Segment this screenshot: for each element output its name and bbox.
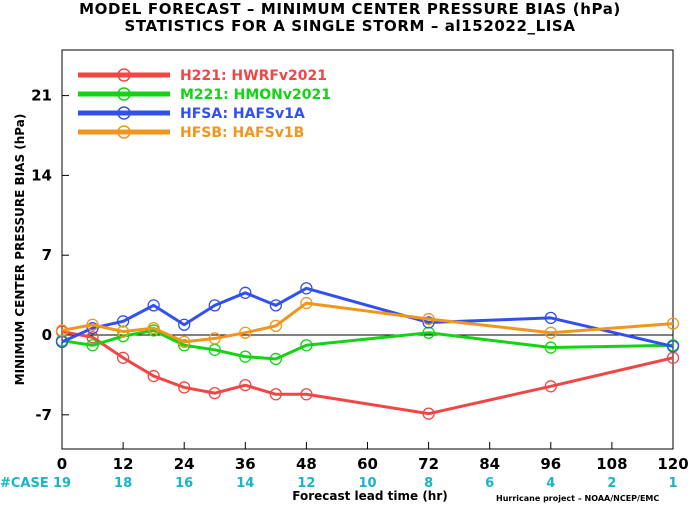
x-tick-label: 48: [296, 455, 317, 473]
series-group: [55, 282, 680, 420]
legend: H221: HWRFv2021 M221: HMONv2021 HFSA: HAFS…: [78, 68, 331, 141]
y-axis-label: MINIMUM CENTER PRESSURE BIAS (hPa): [13, 114, 27, 386]
legend-label-3: HFSB: HAFSv1B: [180, 125, 304, 141]
series-point-3: [300, 296, 313, 310]
case-count: 18: [114, 476, 132, 491]
legend-label-0: H221: HWRFv2021: [180, 68, 327, 84]
series-point-0: [147, 369, 160, 383]
x-tick-label: 60: [357, 455, 378, 473]
series-point-0: [116, 351, 130, 364]
series-point-3: [116, 325, 130, 338]
series-point-3: [55, 324, 69, 337]
case-count: 12: [297, 476, 315, 491]
series-point-0: [239, 379, 252, 392]
series-point-0: [208, 386, 221, 400]
series-point-2: [147, 299, 160, 312]
series-point-3: [86, 318, 99, 331]
series-point-0: [422, 407, 435, 420]
plot-border: [61, 49, 674, 450]
series-point-3: [269, 319, 283, 333]
case-count: 19: [53, 476, 71, 491]
case-label: #CASE: [0, 476, 49, 491]
series-point-0: [300, 388, 313, 401]
x-tick-label: 12: [113, 455, 134, 473]
series-point-0: [86, 331, 99, 344]
x-tick-label: 24: [174, 455, 195, 473]
y-tick-label: 7: [42, 246, 52, 264]
series-point-2: [666, 340, 680, 353]
case-count: 14: [236, 476, 254, 491]
series-point-2: [269, 299, 283, 312]
series-point-1: [422, 326, 435, 339]
case-count: 16: [175, 476, 193, 491]
chart-subtitle: STATISTICS FOR A SINGLE STORM – al152022…: [124, 17, 576, 35]
series-point-3: [666, 317, 680, 330]
legend-marker-0: [117, 68, 131, 82]
case-count: 2: [607, 476, 616, 491]
x-tick-label: 72: [418, 455, 439, 473]
series-point-2: [300, 282, 313, 295]
case-counts: #CASE 19 18 16 14 12 10 8 6 4 2 1: [0, 476, 678, 491]
series-line-0: [61, 330, 674, 416]
series-point-1: [269, 352, 283, 366]
series-point-0: [178, 381, 191, 394]
series-point-3: [208, 332, 221, 345]
series-point-0: [269, 388, 283, 401]
x-tick-label: 96: [540, 455, 561, 473]
series-point-2: [86, 322, 99, 335]
series-point-1: [544, 341, 557, 354]
credit-text: Hurricane project – NOAA/NCEP/EMC: [496, 494, 659, 503]
legend-marker-3: [117, 125, 131, 139]
x-tick-label: 120: [657, 455, 688, 473]
series-point-1: [178, 339, 191, 352]
y-tick-label: 14: [31, 166, 52, 184]
legend-label-2: HFSA: HAFSv1A: [180, 106, 305, 122]
case-count: 10: [358, 476, 376, 491]
x-tick-label: 84: [479, 455, 500, 473]
series-point-3: [239, 326, 252, 339]
legend-label-1: M221: HMONv2021: [180, 87, 331, 103]
series-point-2: [422, 316, 435, 329]
x-tick-label: 36: [235, 455, 256, 473]
case-count: 8: [424, 476, 433, 491]
x-tick-label: 108: [596, 455, 627, 473]
series-point-0: [544, 380, 557, 393]
x-tick-label: 0: [57, 455, 67, 473]
series-point-2: [116, 315, 130, 328]
series-point-3: [422, 312, 435, 326]
legend-marker-2: [117, 106, 131, 120]
chart-title: MODEL FORECAST – MINIMUM CENTER PRESSURE…: [79, 0, 621, 18]
series-point-1: [300, 339, 313, 352]
case-count: 6: [485, 476, 494, 491]
x-axis-label: Forecast lead time (hr): [292, 489, 448, 503]
y-axis: -7 0 7 14 21: [31, 87, 69, 424]
series-point-2: [178, 318, 191, 331]
series-point-2: [544, 311, 557, 325]
series-point-3: [544, 326, 557, 339]
y-tick-label: 21: [31, 87, 52, 105]
x-axis: 0 12 24 36 48 60 72 84 96 108 120: [57, 442, 689, 473]
case-count: 1: [668, 476, 677, 491]
series-point-3: [147, 322, 160, 335]
legend-marker-1: [117, 87, 131, 101]
y-tick-label: -7: [35, 406, 52, 424]
series-point-2: [239, 286, 252, 299]
series-point-1: [86, 339, 99, 352]
series-point-1: [239, 350, 252, 363]
y-tick-label: 0: [42, 326, 52, 344]
case-count: 4: [546, 476, 555, 491]
series-point-3: [178, 335, 191, 348]
plot-frame: [61, 49, 674, 450]
series-point-2: [208, 299, 221, 312]
